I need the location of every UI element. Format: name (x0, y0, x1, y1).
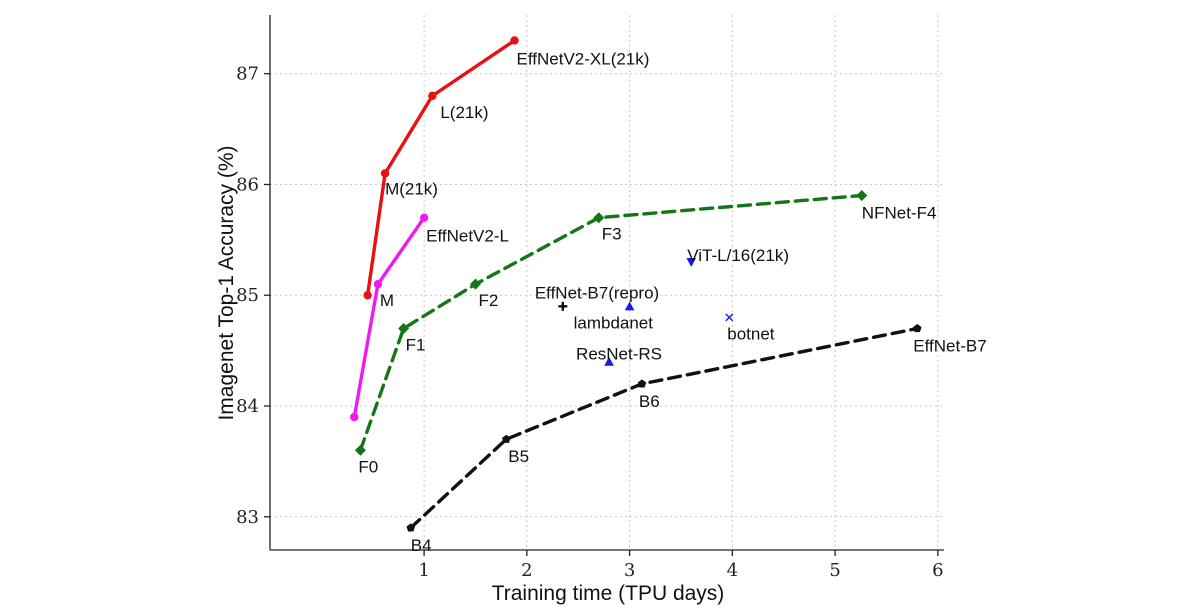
point-label: ResNet-RS (576, 345, 662, 364)
scatter-point (686, 258, 697, 268)
y-tick-label: 87 (236, 64, 259, 85)
series-2 (354, 190, 868, 456)
point-label: EffNet-B7(repro) (535, 283, 659, 302)
point-label: F0 (358, 457, 378, 476)
point-label: M(21k) (385, 179, 438, 198)
point-label: EffNet-B7 (913, 336, 986, 355)
data-point (637, 379, 647, 388)
series-0 (363, 36, 519, 300)
axes: 1 2 3 4 5 6 83 84 85 86 87 (236, 15, 944, 581)
x-tick-label: 5 (829, 560, 840, 581)
point-label: F3 (602, 225, 622, 244)
data-point (406, 523, 416, 532)
scatter-layer (558, 258, 734, 366)
point-label: B4 (411, 536, 432, 555)
point-labels: M(21k) L(21k) EffNetV2-XL(21k) M EffNetV2-L F… (358, 49, 986, 554)
data-point (510, 36, 519, 45)
x-tick-label: 3 (624, 560, 635, 581)
x-tick-label: 6 (932, 560, 943, 581)
point-label: botnet (727, 324, 775, 343)
series-1 (350, 213, 429, 422)
scatter-point (604, 356, 614, 366)
series-line (409, 326, 919, 530)
scatter-point (624, 301, 635, 311)
scatter-point (558, 301, 568, 311)
point-label: lambdanet (574, 313, 654, 332)
point-label: F1 (406, 335, 426, 354)
y-tick-label: 84 (236, 396, 259, 417)
point-label: B5 (508, 447, 529, 466)
data-point (350, 412, 359, 422)
scatter-point (725, 313, 734, 322)
series-3 (406, 323, 922, 532)
x-tick-label: 2 (521, 560, 532, 581)
data-point (856, 190, 868, 202)
series-line (352, 215, 426, 419)
point-label: NFNet-F4 (862, 204, 937, 223)
x-tick-label: 1 (418, 560, 429, 581)
data-point (354, 444, 366, 456)
data-point (913, 323, 922, 333)
data-point (593, 212, 605, 224)
grid-lines (270, 15, 944, 550)
data-point (373, 279, 383, 289)
point-label: F2 (478, 291, 498, 310)
series-line (365, 38, 517, 297)
series-layer (350, 36, 922, 532)
point-label: EffNetV2-XL(21k) (517, 49, 650, 68)
x-tick-label: 4 (727, 560, 738, 581)
y-tick-label: 86 (236, 174, 259, 195)
y-axis-label: Imagenet Top-1 Accuracy (%) (215, 145, 238, 420)
data-point (428, 91, 437, 101)
x-axis-label: Training time (TPU days) (492, 582, 725, 605)
data-point (469, 278, 481, 290)
y-tick-label: 83 (236, 507, 259, 528)
data-point (398, 322, 410, 334)
data-point (502, 434, 511, 443)
point-label: B6 (639, 392, 660, 411)
y-tick-label: 85 (236, 285, 259, 306)
data-point (363, 291, 372, 300)
point-label: M (380, 291, 394, 310)
point-label: L(21k) (440, 103, 488, 122)
point-label: ViT-L/16(21k) (687, 246, 789, 265)
data-point (419, 213, 429, 222)
point-label: EffNetV2-L (426, 227, 509, 246)
data-point (380, 169, 390, 178)
